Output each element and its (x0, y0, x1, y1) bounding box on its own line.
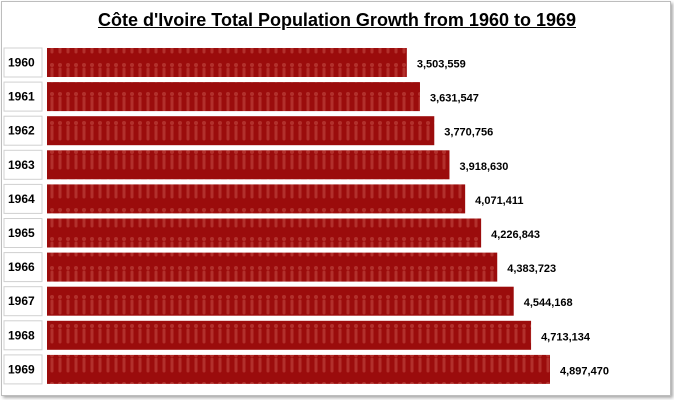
category-label: 1965 (8, 226, 35, 240)
data-label: 4,897,470 (560, 365, 609, 377)
data-label: 4,226,843 (491, 229, 540, 241)
category-label-box (3, 115, 43, 146)
bar-1965 (47, 218, 482, 248)
data-label: 3,770,756 (444, 127, 493, 139)
data-label: 3,631,547 (430, 93, 479, 105)
bar-1962 (47, 116, 435, 146)
category-label: 1966 (8, 260, 35, 274)
data-label: 4,544,168 (524, 297, 573, 309)
bar-1964 (47, 184, 466, 214)
category-label: 1961 (8, 90, 35, 104)
bar-1967 (47, 286, 514, 316)
category-label: 1963 (8, 158, 35, 172)
category-label: 1968 (8, 328, 35, 342)
bar-1968 (47, 320, 532, 350)
bar-1960 (47, 48, 407, 77)
category-label-box (3, 81, 43, 112)
bar-1961 (47, 82, 420, 112)
category-label-box (3, 47, 43, 78)
data-label: 3,918,630 (459, 161, 508, 173)
category-label-box (3, 252, 43, 283)
category-label-box (3, 149, 43, 180)
chart-title: Côte d'Ivoire Total Population Growth fr… (97, 10, 577, 30)
category-label-box (3, 320, 43, 351)
bar-1969 (47, 354, 550, 384)
category-label: 1964 (8, 192, 35, 206)
data-label: 4,713,134 (541, 331, 591, 343)
bar-1966 (47, 252, 498, 282)
category-label: 1960 (8, 56, 35, 70)
data-label: 4,383,723 (507, 263, 556, 275)
category-label-box (3, 218, 43, 248)
category-label-box (3, 286, 43, 317)
category-label: 1967 (8, 294, 35, 308)
category-label-box (3, 183, 43, 214)
bar-1963 (47, 150, 450, 180)
category-label: 1962 (8, 124, 35, 138)
data-label: 3,503,559 (417, 59, 466, 71)
category-label: 1969 (8, 362, 35, 376)
category-label-box (3, 354, 43, 385)
data-label: 4,071,411 (475, 195, 523, 207)
